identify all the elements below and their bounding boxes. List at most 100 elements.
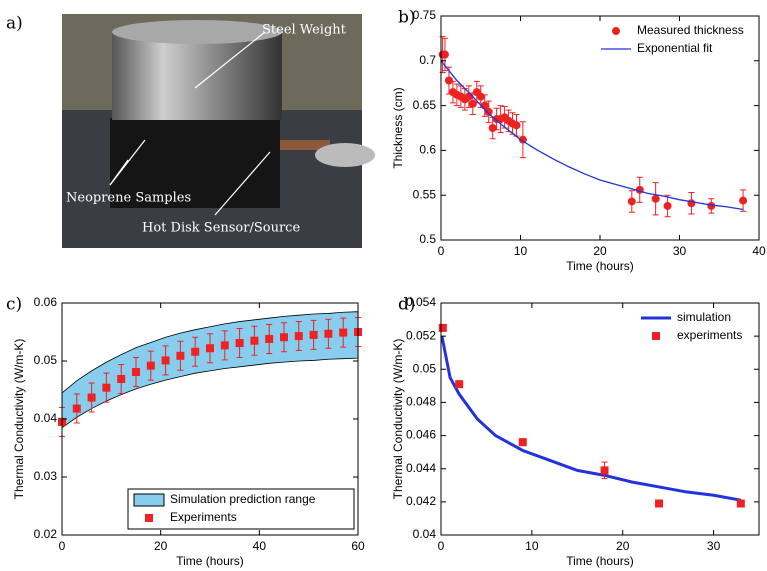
point [438, 323, 447, 332]
x-axis-label: Time (hours) [176, 554, 244, 568]
point [72, 404, 81, 413]
point [87, 393, 96, 402]
point [280, 333, 288, 342]
arrow [109, 159, 129, 186]
point [294, 332, 303, 341]
steel-top [112, 20, 282, 44]
y-tick-label: 0.04 [413, 527, 437, 541]
point [736, 499, 745, 508]
point [191, 347, 200, 356]
legend-swatch [145, 514, 153, 522]
legend-swatch [133, 493, 165, 507]
y-tick-label: 0.05 [34, 353, 58, 367]
x-tick-label: 0 [438, 539, 445, 553]
y-tick-label: 0.042 [406, 494, 436, 508]
point [250, 336, 259, 345]
y-tick-label: 0.05 [413, 361, 437, 375]
point [146, 361, 155, 370]
point [455, 380, 464, 389]
y-tick-label: 0.046 [406, 428, 436, 442]
x-tick-label: 30 [673, 244, 687, 258]
chart: b) 0 10 20 30 40 0.5 0.55 0.6 0.65 0.7 0.75 Time (ho… [391, 8, 766, 274]
point [627, 197, 636, 206]
point [132, 368, 140, 377]
axes-box [440, 302, 760, 536]
x-axis-label: Time (hours) [566, 554, 634, 568]
y-tick-label: 0.044 [406, 461, 436, 475]
legend-label: Simulation prediction range [170, 492, 316, 506]
point [235, 339, 244, 348]
sensor-strip [280, 140, 330, 150]
legend-label: experiments [677, 328, 742, 342]
x-tick-label: 60 [351, 539, 365, 553]
point [484, 107, 493, 116]
y-axis-label: Thermal Conductivity (W/m-K) [12, 339, 26, 500]
x-tick-label: 10 [525, 539, 539, 553]
line [440, 335, 742, 502]
legend-label: Exponential fit [637, 41, 713, 55]
legend-swatch [652, 332, 660, 340]
panel-label: d) [398, 295, 416, 315]
point [206, 344, 214, 353]
point [651, 194, 660, 203]
point [324, 329, 333, 338]
point [161, 356, 170, 365]
point [468, 99, 477, 108]
point [309, 330, 318, 339]
clamp [315, 143, 375, 167]
photo-label: Hot Disk Sensor/Source [142, 221, 300, 236]
y-tick-label: 0.048 [406, 395, 436, 409]
panel-label: a) [6, 14, 23, 34]
photo-label: Steel Weight [262, 23, 347, 38]
x-tick-label: 40 [752, 244, 766, 258]
y-tick-label: 0.03 [34, 469, 58, 483]
x-tick-label: 0 [438, 244, 445, 258]
point [265, 334, 274, 343]
x-tick-label: 0 [59, 539, 66, 553]
point [655, 499, 664, 508]
y-tick-label: 0.75 [413, 8, 437, 22]
legend-label: Experiments [170, 510, 237, 524]
point [707, 201, 716, 210]
point [440, 50, 449, 59]
arrow [194, 31, 266, 89]
legend-label: Measured thickness [637, 23, 744, 37]
legend-label: simulation [677, 310, 731, 324]
y-tick-label: 0.06 [34, 295, 58, 309]
y-tick-label: 0.054 [406, 295, 436, 309]
y-tick-label: 0.6 [419, 143, 436, 157]
point [600, 466, 609, 475]
x-tick-label: 30 [707, 539, 721, 553]
point [488, 124, 497, 132]
point [512, 121, 521, 130]
legend-box [127, 488, 355, 530]
x-tick-label: 20 [593, 244, 607, 258]
y-tick-label: 0.052 [406, 328, 436, 342]
point [339, 328, 348, 337]
x-tick-label: 20 [154, 539, 168, 553]
point [476, 92, 485, 101]
panel-label: b) [398, 8, 416, 28]
y-tick-label: 0.55 [413, 187, 437, 201]
panel-label: c) [6, 295, 22, 315]
point [687, 199, 696, 208]
steel-weight [112, 30, 282, 120]
y-tick-label: 0.5 [419, 232, 436, 246]
photo: a) Steel Weight Neoprene Samples Hot Dis… [6, 14, 375, 248]
legend-swatch [612, 27, 620, 35]
point [102, 383, 111, 392]
point [663, 201, 672, 210]
point [176, 351, 185, 360]
point [739, 196, 748, 205]
point [464, 92, 473, 101]
point [518, 438, 527, 447]
neoprene-samples [110, 118, 280, 208]
photo-label: Neoprene Samples [66, 191, 191, 206]
x-tick-label: 20 [616, 539, 630, 553]
y-tick-label: 0.04 [34, 411, 58, 425]
x-tick-label: 10 [514, 244, 528, 258]
line [440, 60, 744, 211]
x-tick-label: 40 [253, 539, 267, 553]
